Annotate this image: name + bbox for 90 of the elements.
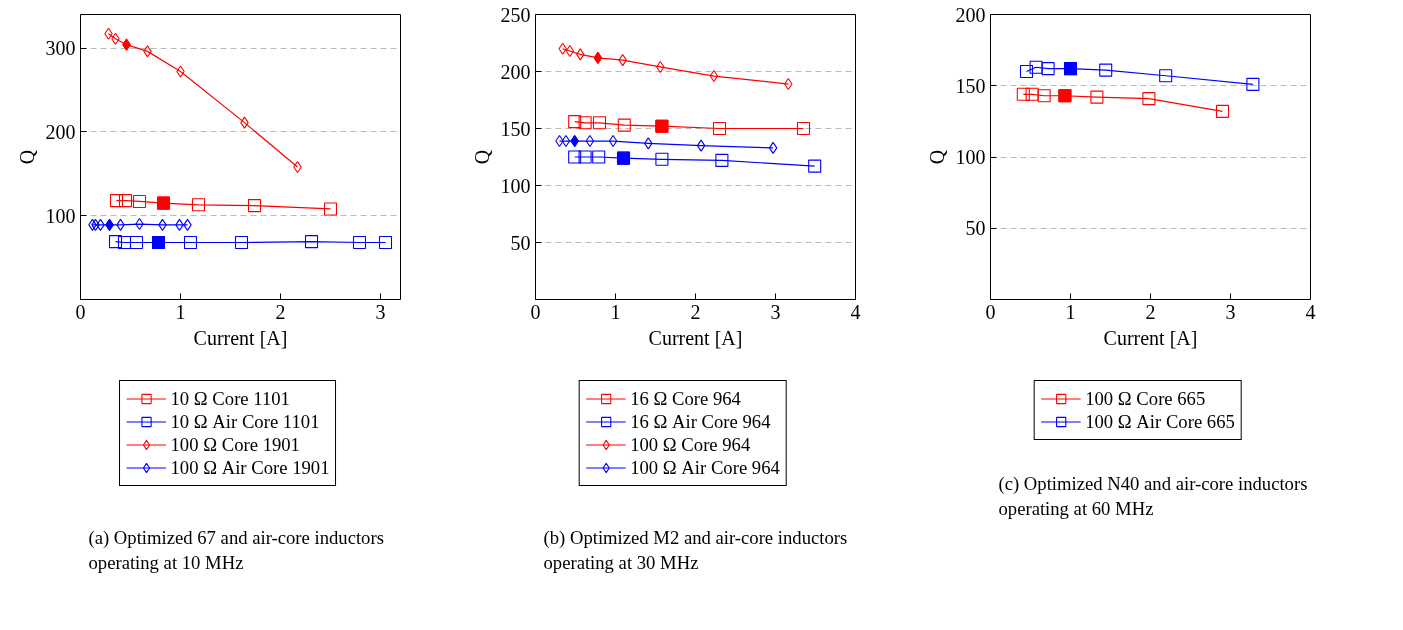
x-tick-label: 3 xyxy=(770,300,781,323)
point xyxy=(1215,104,1230,118)
legend-label: 10 Ω Core 1101 xyxy=(170,387,290,410)
point xyxy=(1019,64,1034,79)
y-tick-label: 50 xyxy=(510,231,531,254)
x-tick-label: 1 xyxy=(610,300,621,323)
point xyxy=(568,115,582,129)
point xyxy=(712,121,727,136)
point xyxy=(617,118,631,132)
point xyxy=(378,235,393,250)
point xyxy=(1142,92,1156,106)
point xyxy=(234,235,249,250)
point xyxy=(696,139,706,152)
y-tick-label: 150 xyxy=(500,117,531,140)
point xyxy=(709,70,719,83)
point xyxy=(578,150,592,164)
point xyxy=(183,235,198,250)
point xyxy=(715,153,729,167)
x-tick-label: 4 xyxy=(850,300,861,323)
x-axis-title: Current [A] xyxy=(1103,326,1198,349)
point xyxy=(1029,60,1043,74)
x-tick-label: 3 xyxy=(375,300,386,323)
point xyxy=(117,235,132,250)
x-tick-label: 1 xyxy=(1065,300,1076,323)
x-tick-label: 0 xyxy=(75,300,86,323)
point xyxy=(1016,87,1030,101)
point xyxy=(247,199,262,213)
x-tick-label: 2 xyxy=(690,300,701,323)
text: (c) Optimized N40 and air-core inductors operating at 60 MHz xyxy=(998,472,1308,519)
point xyxy=(808,159,822,173)
legend-label: 100 Ω Core 964 xyxy=(630,433,751,456)
point xyxy=(108,235,123,249)
y-axis-title: Q xyxy=(15,149,38,165)
point xyxy=(1099,63,1113,77)
x-tick-label: 4 xyxy=(1305,300,1316,323)
text: (b) Optimized M2 and air-core inductors operating at 30 MHz xyxy=(543,526,848,573)
point xyxy=(323,202,338,216)
legend-label: 100 Ω Air Core 665 xyxy=(1085,410,1235,433)
point xyxy=(191,198,206,212)
point xyxy=(796,121,811,136)
point xyxy=(1041,62,1055,76)
x-axis-title: Current [A] xyxy=(193,326,288,349)
point xyxy=(578,116,592,130)
point xyxy=(592,116,607,130)
point xyxy=(585,134,595,148)
point xyxy=(132,194,147,208)
text: (a) Optimized 67 and air-core inductors operating at 10 MHz xyxy=(88,526,384,573)
point xyxy=(129,235,144,250)
y-tick-label: 150 xyxy=(955,74,986,97)
point xyxy=(655,152,669,166)
legend-label: 100 Ω Air Core 1901 xyxy=(170,456,330,479)
legend-label: 16 Ω Air Core 964 xyxy=(630,410,771,433)
point xyxy=(565,44,575,58)
legend-label: 100 Ω Core 665 xyxy=(1085,387,1206,410)
y-tick-label: 300 xyxy=(45,37,76,60)
y-tick-label: 200 xyxy=(45,120,76,143)
point xyxy=(118,194,133,208)
point xyxy=(1246,77,1260,91)
y-tick-label: 200 xyxy=(500,60,531,83)
x-tick-label: 0 xyxy=(530,300,541,323)
point xyxy=(561,134,571,148)
point xyxy=(568,150,582,164)
y-tick-label: 100 xyxy=(45,204,76,227)
point xyxy=(1090,90,1104,104)
x-axis-title: Current [A] xyxy=(648,326,743,349)
x-tick-label: 2 xyxy=(1145,300,1156,323)
x-tick-label: 0 xyxy=(985,300,996,323)
y-tick-label: 250 xyxy=(500,3,531,26)
point xyxy=(608,134,618,148)
y-tick-label: 100 xyxy=(500,174,531,197)
legend-label: 100 Ω Core 1901 xyxy=(170,433,300,456)
point xyxy=(1159,69,1173,83)
point xyxy=(304,235,319,249)
point xyxy=(1025,87,1039,101)
y-axis-title: Q xyxy=(925,149,948,165)
point xyxy=(109,194,124,208)
point xyxy=(768,141,778,154)
y-axis-title: Q xyxy=(470,149,493,165)
point xyxy=(592,150,606,164)
legend-label: 16 Ω Core 964 xyxy=(630,387,741,410)
legend-label: 10 Ω Air Core 1101 xyxy=(170,410,320,433)
y-tick-label: 200 xyxy=(955,3,986,26)
x-tick-label: 2 xyxy=(275,300,286,323)
point xyxy=(1037,89,1051,103)
x-tick-label: 3 xyxy=(1225,300,1236,323)
point xyxy=(352,235,367,250)
x-tick-label: 1 xyxy=(175,300,186,323)
y-tick-label: 100 xyxy=(955,146,986,168)
y-tick-label: 50 xyxy=(965,217,986,240)
legend-label: 100 Ω Air Core 964 xyxy=(630,456,780,479)
